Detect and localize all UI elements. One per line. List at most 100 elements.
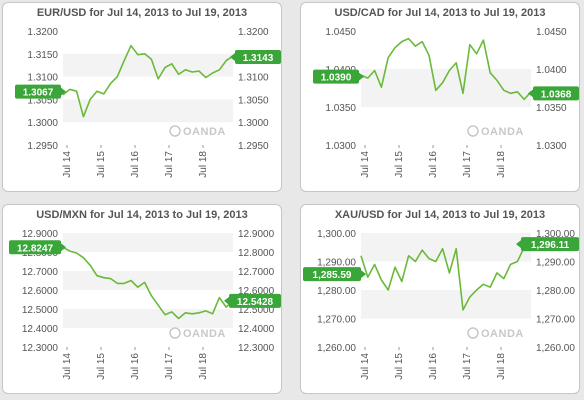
badge-pointer [361,270,366,279]
badge-pointer [230,52,235,61]
y-tick-label-right: 1.3200 [238,27,269,38]
plot-band [361,233,531,262]
y-tick-label-right: 1.3050 [238,95,269,106]
chart-panel-usdmxn: USD/MXN for Jul 14, 2013 to Jul 19, 2013… [2,204,282,394]
start-value-badge [303,267,361,282]
start-value-text: 1.0390 [321,73,352,84]
chart-title: USD/CAD for Jul 14, 2013 to Jul 19, 2013 [334,7,546,19]
y-tick-label-right: 12.4000 [238,324,275,335]
x-tick-label: Jul 16 [130,353,141,380]
start-value-text: 1.3067 [23,88,54,99]
x-tick-label: Jul 15 [394,151,405,178]
plot-band [63,271,233,290]
x-tick-label: Jul 17 [462,353,473,380]
y-tick-label-right: 12.9000 [238,229,275,240]
watermark-logo-text: OANDA [183,328,226,340]
y-tick-label-right: 1,300.00 [536,229,575,240]
y-tick-label-left: 1.3100 [27,73,58,84]
y-tick-label-left: 12.7000 [22,267,59,278]
y-tick-label-right: 1.0350 [536,103,567,114]
end-value-badge [235,49,281,64]
y-tick-label-left: 12.6000 [22,286,59,297]
watermark-logo-text: OANDA [183,126,226,138]
y-tick-label-left: 1.3150 [27,50,58,61]
y-tick-label-right: 1,280.00 [536,286,575,297]
price-line [360,243,532,311]
chart-panel-usdcad: USD/CAD for Jul 14, 2013 to Jul 19, 2013… [300,2,580,192]
x-tick-label: Jul 17 [164,151,175,178]
chart-panel-eurusd: EUR/USD for Jul 14, 2013 to Jul 19, 2013… [2,2,282,192]
end-value-text: 1.3143 [243,53,274,64]
y-tick-label-right: 12.7000 [238,267,275,278]
x-tick-label: Jul 14 [62,151,73,178]
y-tick-label-left: 12.4000 [22,324,59,335]
y-tick-label-left: 1.0300 [325,141,356,152]
plot-band [63,233,233,252]
chart-svg-eurusd: OANDA1.32001.32001.31501.31501.31001.310… [15,27,281,178]
end-value-badge [521,237,579,252]
y-tick-label-left: 12.3000 [22,343,59,354]
y-tick-label-right: 1.2950 [238,141,269,152]
y-tick-label-right: 1.0450 [536,27,567,38]
end-value-text: 1.0368 [541,89,572,100]
x-tick-label: Jul 18 [496,151,507,178]
x-tick-label: Jul 14 [360,353,371,380]
y-tick-label-right: 1,260.00 [536,343,575,354]
oanda-logo-icon [169,125,181,137]
y-tick-label-left: 1.2950 [27,141,58,152]
price-line [62,44,234,118]
x-tick-label: Jul 15 [96,353,107,380]
x-tick-label: Jul 18 [198,151,209,178]
y-tick-label-left: 12.9000 [22,229,59,240]
chart-svg-usdmxn: OANDA12.900012.900012.800012.800012.7000… [9,229,281,380]
y-tick-label-right: 1,270.00 [536,315,575,326]
chart-title: EUR/USD for Jul 14, 2013 to Jul 19, 2013 [36,7,248,19]
plot-band [361,69,531,107]
y-tick-label-right: 1.3000 [238,118,269,129]
y-tick-label-left: 1,270.00 [317,315,356,326]
y-tick-label-left: 1,280.00 [317,286,356,297]
y-tick-label-right: 12.3000 [238,343,275,354]
plot-band [361,290,531,319]
y-tick-label-left: 12.5000 [22,305,59,316]
x-tick-label: Jul 15 [394,353,405,380]
x-tick-label: Jul 16 [428,151,439,178]
chart-title: XAU/USD for Jul 14, 2013 to Jul 19, 2013 [334,209,546,221]
badge-pointer [61,87,66,96]
oanda-logo-icon [467,125,479,137]
watermark-logo-text: OANDA [481,328,524,340]
y-tick-label-left: 1.3000 [27,118,58,129]
x-tick-label: Jul 17 [462,151,473,178]
y-tick-label-right: 1.0300 [536,141,567,152]
price-line [62,246,234,320]
x-tick-label: Jul 16 [130,151,141,178]
start-value-text: 12.8247 [17,243,54,254]
y-tick-label-left: 1.3200 [27,27,58,38]
y-tick-label-left: 1,300.00 [317,229,356,240]
y-tick-label-left: 1,260.00 [317,343,356,354]
badge-pointer [359,72,364,81]
badge-pointer [528,89,533,98]
x-tick-label: Jul 18 [198,353,209,380]
chart-title: USD/MXN for Jul 14, 2013 to Jul 19, 2013 [36,209,248,221]
watermark-logo-text: OANDA [481,126,524,138]
start-value-badge [9,240,61,255]
badge-pointer [516,240,521,249]
badge-pointer [224,296,229,305]
badge-pointer [61,243,66,252]
end-value-badge [229,293,281,308]
x-tick-label: Jul 18 [496,353,507,380]
start-value-badge [313,69,359,84]
chart-panel-xauusd: XAU/USD for Jul 14, 2013 to Jul 19, 2013… [300,204,580,394]
x-tick-label: Jul 16 [428,353,439,380]
x-tick-label: Jul 17 [164,353,175,380]
y-tick-label-right: 1,290.00 [536,258,575,269]
y-tick-label-left: 1.0450 [325,27,356,38]
start-value-badge [15,84,61,99]
y-tick-label-right: 1.0400 [536,65,567,76]
oanda-logo-icon [169,327,181,339]
end-value-text: 12.5428 [237,297,274,308]
oanda-logo-icon [467,327,479,339]
